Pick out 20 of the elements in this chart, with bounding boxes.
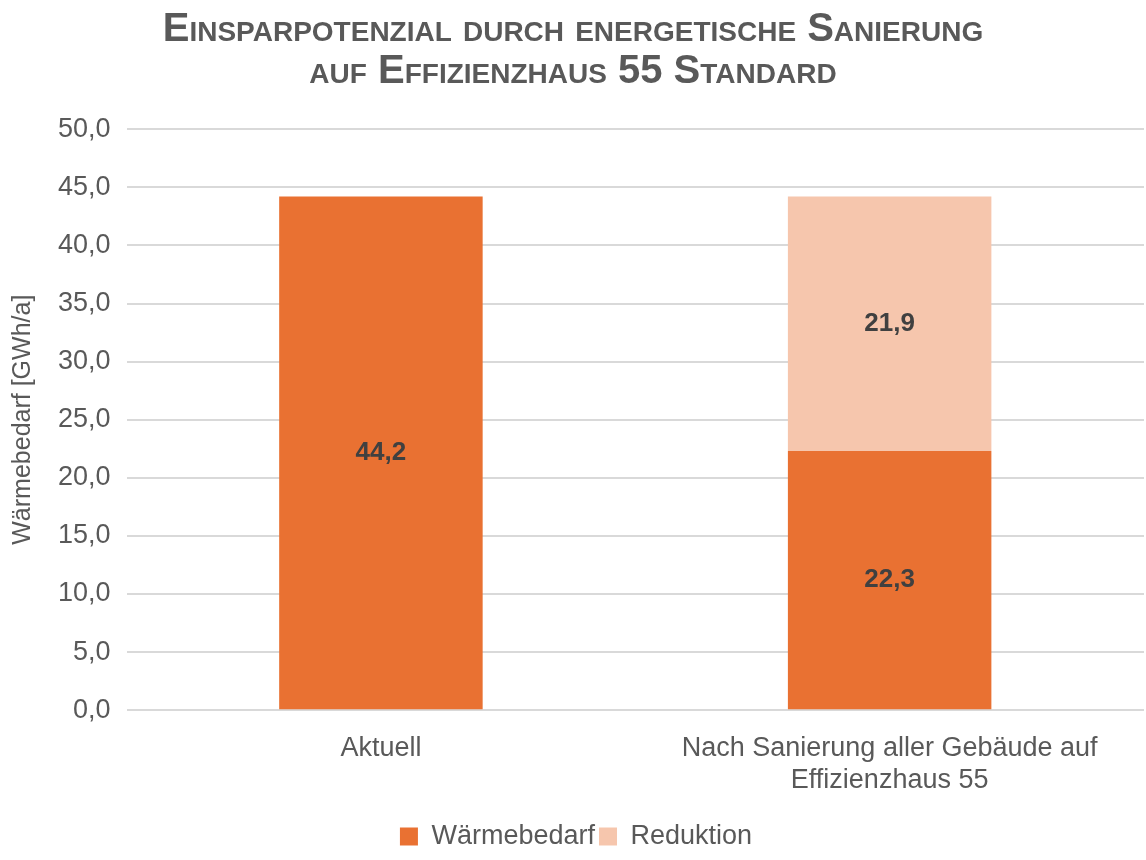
data-label: 22,3 (864, 563, 915, 594)
y-tick-label: 45,0 (57, 170, 111, 201)
legend-label: Wärmebedarf (431, 819, 596, 850)
chart-title: Einsparpotenzial durch energetische Sanierung auf Effizienzhaus 55 Standard (161, 5, 985, 91)
y-tick-label: 5,0 (73, 635, 111, 666)
y-tick-label: 0,0 (73, 693, 111, 724)
y-tick-label: 35,0 (57, 286, 111, 317)
y-tick-label: 10,0 (57, 577, 111, 608)
y-tick-label: 30,0 (57, 345, 111, 376)
data-label: 44,2 (355, 436, 407, 467)
y-tick-label: 20,0 (57, 461, 111, 492)
y-tick-label: 15,0 (57, 519, 111, 550)
y-tick-label: 50,0 (57, 112, 111, 143)
x-tick-label: Aktuell (340, 731, 422, 762)
y-axis-title: Wärmebedarf [GWh/a] (6, 294, 35, 545)
x-tick-label: Nach Sanierung aller Gebäude auf Effizienzhaus 55 (681, 731, 1099, 795)
y-tick-label: 25,0 (57, 403, 111, 434)
data-label: 21,9 (864, 307, 915, 338)
y-tick-label: 40,0 (57, 228, 111, 259)
legend-label: Reduktion (630, 819, 753, 850)
